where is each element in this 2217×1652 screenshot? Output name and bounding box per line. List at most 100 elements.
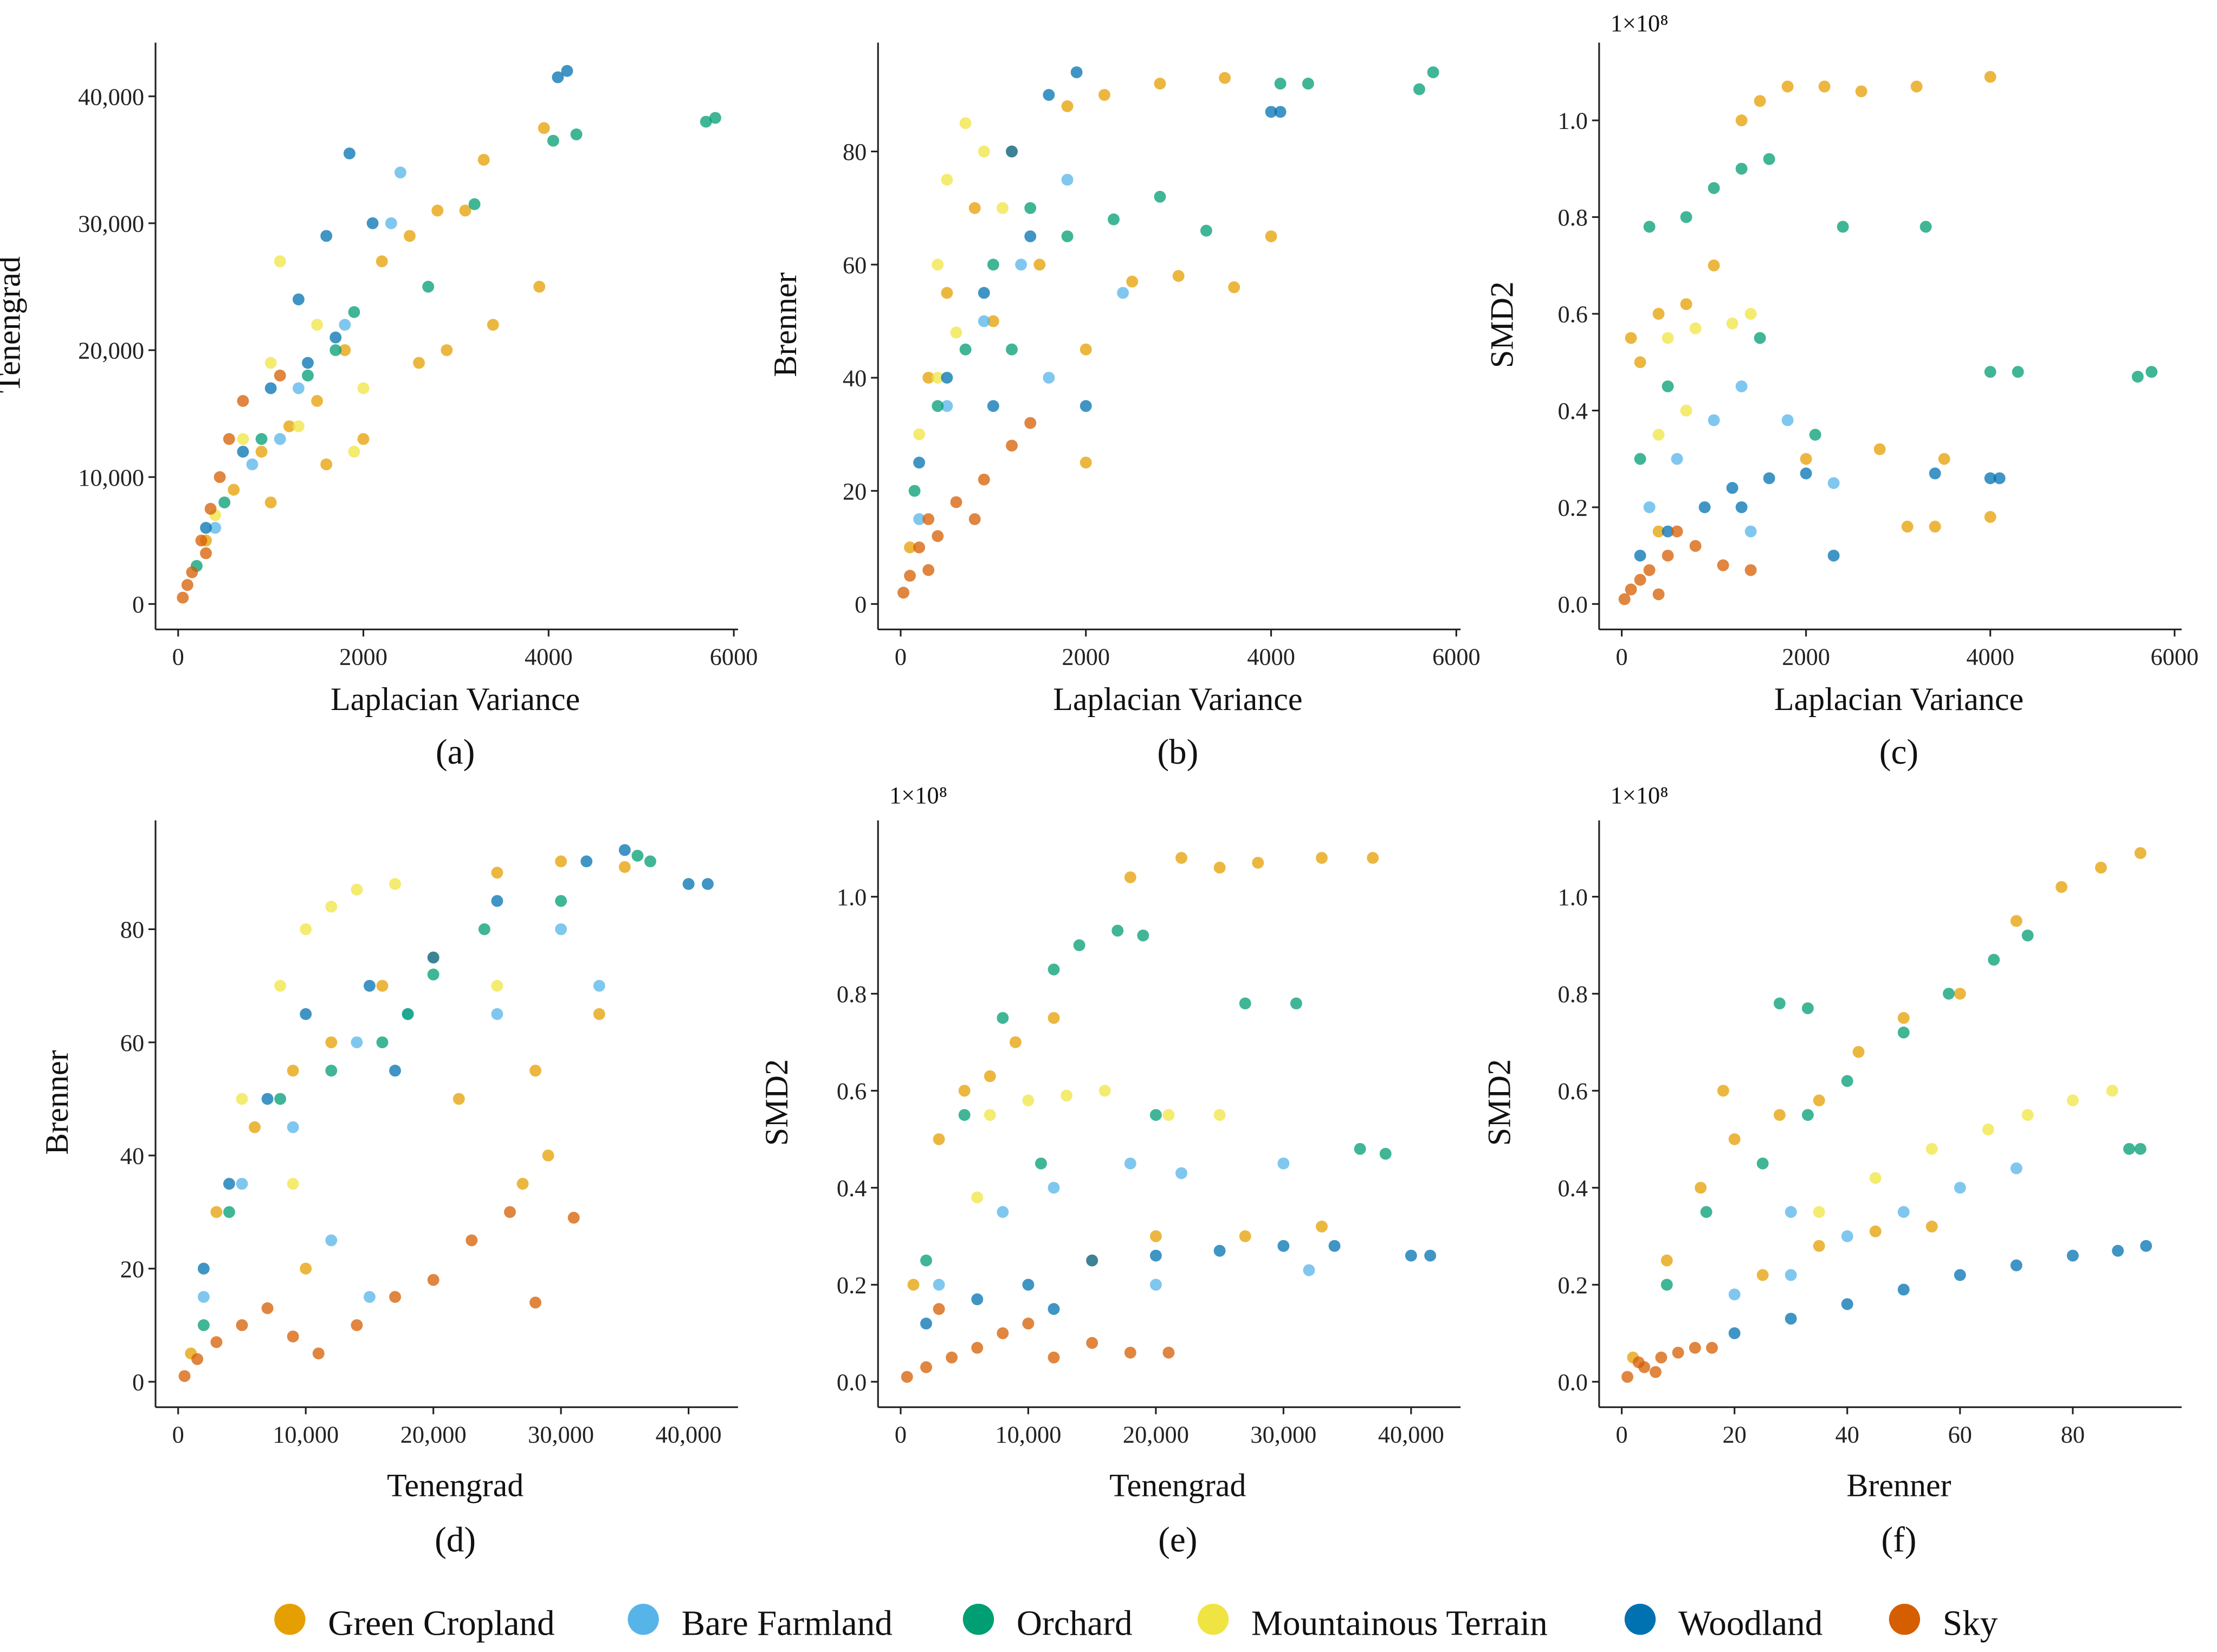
data-point — [477, 153, 490, 166]
y-tick-label: 0.0 — [1558, 591, 1588, 618]
legend-item-woodland: Woodland — [1624, 1603, 1822, 1643]
data-point — [210, 1206, 223, 1218]
data-point — [1073, 939, 1085, 951]
data-point — [1800, 467, 1812, 480]
data-point — [1175, 851, 1187, 864]
data-point — [302, 357, 314, 369]
data-point — [920, 1254, 933, 1267]
data-point — [941, 287, 953, 299]
data-point — [357, 433, 370, 445]
data-point — [491, 895, 503, 907]
data-point — [1754, 332, 1766, 344]
data-point — [580, 855, 593, 868]
data-point — [287, 1178, 299, 1190]
data-point — [1689, 540, 1702, 552]
data-point — [1043, 371, 1055, 384]
data-point — [950, 326, 962, 339]
data-point — [1671, 525, 1683, 538]
data-point — [1022, 1279, 1035, 1291]
data-point — [325, 1036, 338, 1049]
data-point — [971, 1293, 984, 1306]
data-point — [1154, 191, 1166, 203]
series-bare-farmland — [913, 173, 1129, 525]
x-tick-label: 30,000 — [528, 1421, 594, 1448]
data-point — [978, 287, 990, 299]
data-point — [555, 923, 567, 935]
data-point — [191, 1353, 204, 1365]
series-orchard — [1634, 153, 2158, 465]
y-tick-label: 0 — [855, 591, 867, 618]
x-tick-label: 10,000 — [995, 1421, 1061, 1448]
legend-marker-icon — [1889, 1603, 1921, 1635]
data-point — [287, 1330, 299, 1343]
data-point — [178, 1370, 191, 1382]
data-point — [2106, 1085, 2118, 1097]
data-point — [1634, 453, 1646, 465]
data-point — [223, 433, 235, 445]
data-point — [195, 534, 208, 547]
y-tick-label: 0.8 — [1558, 980, 1588, 1008]
data-point — [1290, 997, 1302, 1010]
panel-label: (a) — [436, 733, 475, 772]
data-point — [1354, 1143, 1366, 1155]
legend-label: Mountainous Terrain — [1251, 1604, 1548, 1643]
panel-label: (d) — [435, 1520, 476, 1559]
data-point — [922, 371, 935, 384]
y-axis-multiplier: 1×10⁸ — [889, 782, 947, 809]
data-point — [533, 281, 546, 293]
legend-marker-icon — [628, 1603, 659, 1635]
data-point — [950, 496, 962, 508]
data-point — [274, 433, 286, 445]
data-point — [1006, 145, 1018, 158]
data-point — [1652, 525, 1665, 538]
data-point — [920, 1361, 933, 1373]
data-point — [255, 433, 268, 445]
data-point — [904, 541, 916, 553]
data-point — [1754, 95, 1766, 107]
data-point — [1098, 89, 1110, 101]
data-point — [1618, 593, 1631, 605]
data-point — [351, 1036, 363, 1049]
data-point — [2021, 930, 2034, 942]
data-point — [264, 496, 277, 509]
data-point — [552, 71, 564, 83]
data-point — [1717, 1085, 1729, 1097]
data-point — [1634, 356, 1646, 369]
data-point — [1954, 1182, 1966, 1194]
data-point — [491, 867, 503, 879]
data-point — [376, 1036, 389, 1049]
data-point — [1006, 343, 1018, 356]
data-point — [186, 566, 198, 578]
data-point — [325, 900, 338, 913]
data-point — [1897, 1283, 1910, 1296]
data-point — [1744, 564, 1757, 576]
data-point — [236, 1178, 248, 1190]
series-bare-farmland — [1728, 1162, 2022, 1301]
data-point — [1239, 1230, 1251, 1242]
x-tick-label: 0 — [172, 643, 184, 670]
data-point — [547, 134, 559, 147]
data-point — [701, 878, 714, 890]
data-point — [1149, 1279, 1162, 1291]
data-point — [2145, 366, 2158, 378]
data-point — [1706, 1341, 1718, 1354]
data-point — [200, 547, 212, 559]
data-point — [1735, 163, 1748, 175]
data-point — [631, 849, 644, 862]
data-point — [932, 530, 944, 543]
data-point — [1984, 366, 1996, 378]
data-point — [402, 1008, 414, 1020]
data-point — [1652, 429, 1665, 441]
data-point — [2012, 366, 2024, 378]
data-point — [491, 979, 503, 992]
data-point — [1274, 106, 1287, 118]
data-point — [987, 315, 999, 327]
data-point — [913, 456, 926, 469]
data-point — [1993, 472, 2006, 485]
y-tick-label: 0.8 — [1558, 204, 1588, 231]
data-point — [1735, 501, 1748, 513]
data-point — [1809, 429, 1821, 441]
data-point — [357, 382, 370, 395]
data-point — [1841, 1075, 1853, 1087]
data-point — [1671, 453, 1683, 465]
